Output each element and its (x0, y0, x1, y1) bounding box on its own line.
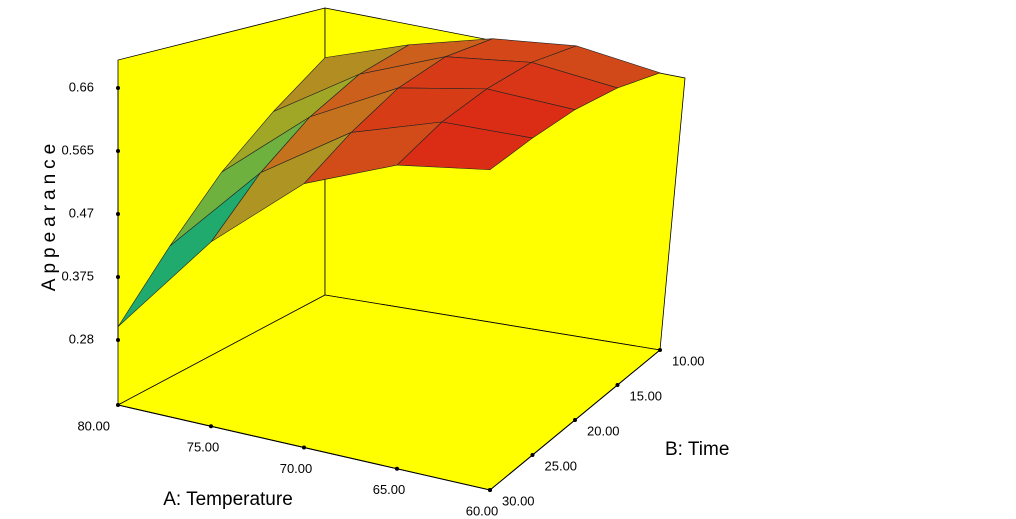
y-tick-label: 15.00 (630, 388, 663, 403)
x-tick (302, 446, 306, 450)
y-tick-label: 30.00 (502, 493, 535, 508)
chart: Appearance A: Temperature B: Time 0.28 0.… (0, 0, 1016, 519)
x-tick-label: 70.00 (280, 461, 313, 476)
x-tick-label: 80.00 (77, 418, 110, 433)
x-tick (209, 424, 213, 428)
y-tick-label: 20.00 (587, 423, 620, 438)
y-tick (616, 383, 620, 387)
z-axis-title: Appearance (39, 139, 60, 291)
x-tick-label: 60.00 (466, 503, 499, 518)
x-tick (116, 403, 120, 407)
z-tick-label: 0.28 (69, 331, 94, 346)
x-axis-title: A: Temperature (163, 489, 293, 510)
y-tick (488, 488, 492, 492)
z-tick-label: 0.565 (61, 142, 94, 157)
y-axis-title: B: Time (665, 439, 729, 460)
z-tick-label: 0.375 (61, 268, 94, 283)
y-tick (531, 453, 535, 457)
z-tick-label: 0.66 (69, 79, 94, 94)
y-tick-label: 25.00 (545, 458, 578, 473)
page: {"chart_data": {"type": "surface", "z_la… (0, 0, 1016, 519)
y-tick-label: 10.00 (672, 353, 705, 368)
x-tick (395, 467, 399, 471)
y-tick (658, 348, 662, 352)
y-tick (573, 418, 577, 422)
x-tick-label: 65.00 (373, 482, 406, 497)
x-tick-label: 75.00 (187, 440, 220, 455)
z-tick-label: 0.47 (69, 205, 94, 220)
